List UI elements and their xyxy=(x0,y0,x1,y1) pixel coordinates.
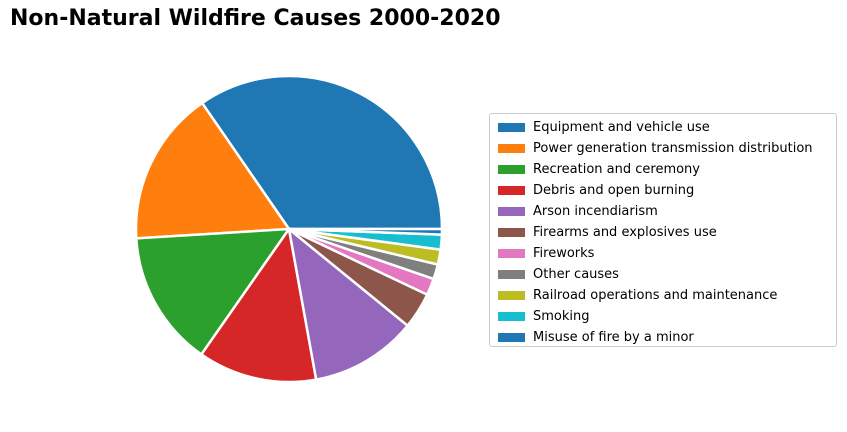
pie-slice-2 xyxy=(134,101,291,240)
legend-label: Misuse of fire by a minor xyxy=(533,330,694,345)
legend-swatch xyxy=(498,270,525,279)
legend-swatch xyxy=(498,228,525,237)
legend-item: Misuse of fire by a minor xyxy=(498,327,836,348)
legend-label: Debris and open burning xyxy=(533,183,695,198)
chart-legend: Equipment and vehicle use Power generatio… xyxy=(489,113,837,347)
legend-label: Railroad operations and maintenance xyxy=(533,288,778,303)
legend-swatch xyxy=(498,207,525,216)
legend-item: Recreation and ceremony xyxy=(498,159,836,180)
legend-swatch xyxy=(498,333,525,342)
legend-swatch xyxy=(498,123,525,132)
legend-item: Arson incendiarism xyxy=(498,201,836,222)
legend-label: Smoking xyxy=(533,309,590,324)
legend-item: Smoking xyxy=(498,306,836,327)
legend-swatch xyxy=(498,249,525,258)
legend-item: Railroad operations and maintenance xyxy=(498,285,836,306)
legend-label: Recreation and ceremony xyxy=(533,162,700,177)
legend-label: Fireworks xyxy=(533,246,595,261)
legend-item: Other causes xyxy=(498,264,836,285)
legend-swatch xyxy=(498,144,525,153)
legend-swatch xyxy=(498,291,525,300)
legend-label: Arson incendiarism xyxy=(533,204,658,219)
pie-slice-1 xyxy=(200,74,444,231)
legend-item: Equipment and vehicle use xyxy=(498,117,836,138)
legend-swatch xyxy=(498,165,525,174)
pie-slice-11 xyxy=(287,227,444,236)
legend-item: Firearms and explosives use xyxy=(498,222,836,243)
legend-label: Other causes xyxy=(533,267,619,282)
legend-label: Power generation transmission distributi… xyxy=(533,141,813,156)
pie-slice-5 xyxy=(287,227,409,381)
chart-title: Non-Natural Wildfire Causes 2000-2020 xyxy=(10,6,501,31)
legend-item: Power generation transmission distributi… xyxy=(498,138,836,159)
legend-swatch xyxy=(498,312,525,321)
legend-item: Debris and open burning xyxy=(498,180,836,201)
legend-label: Equipment and vehicle use xyxy=(533,120,710,135)
legend-swatch xyxy=(498,186,525,195)
legend-item: Fireworks xyxy=(498,243,836,264)
legend-label: Firearms and explosives use xyxy=(533,225,717,240)
pie-slice-4 xyxy=(200,227,318,384)
pie-slice-3 xyxy=(135,227,291,356)
